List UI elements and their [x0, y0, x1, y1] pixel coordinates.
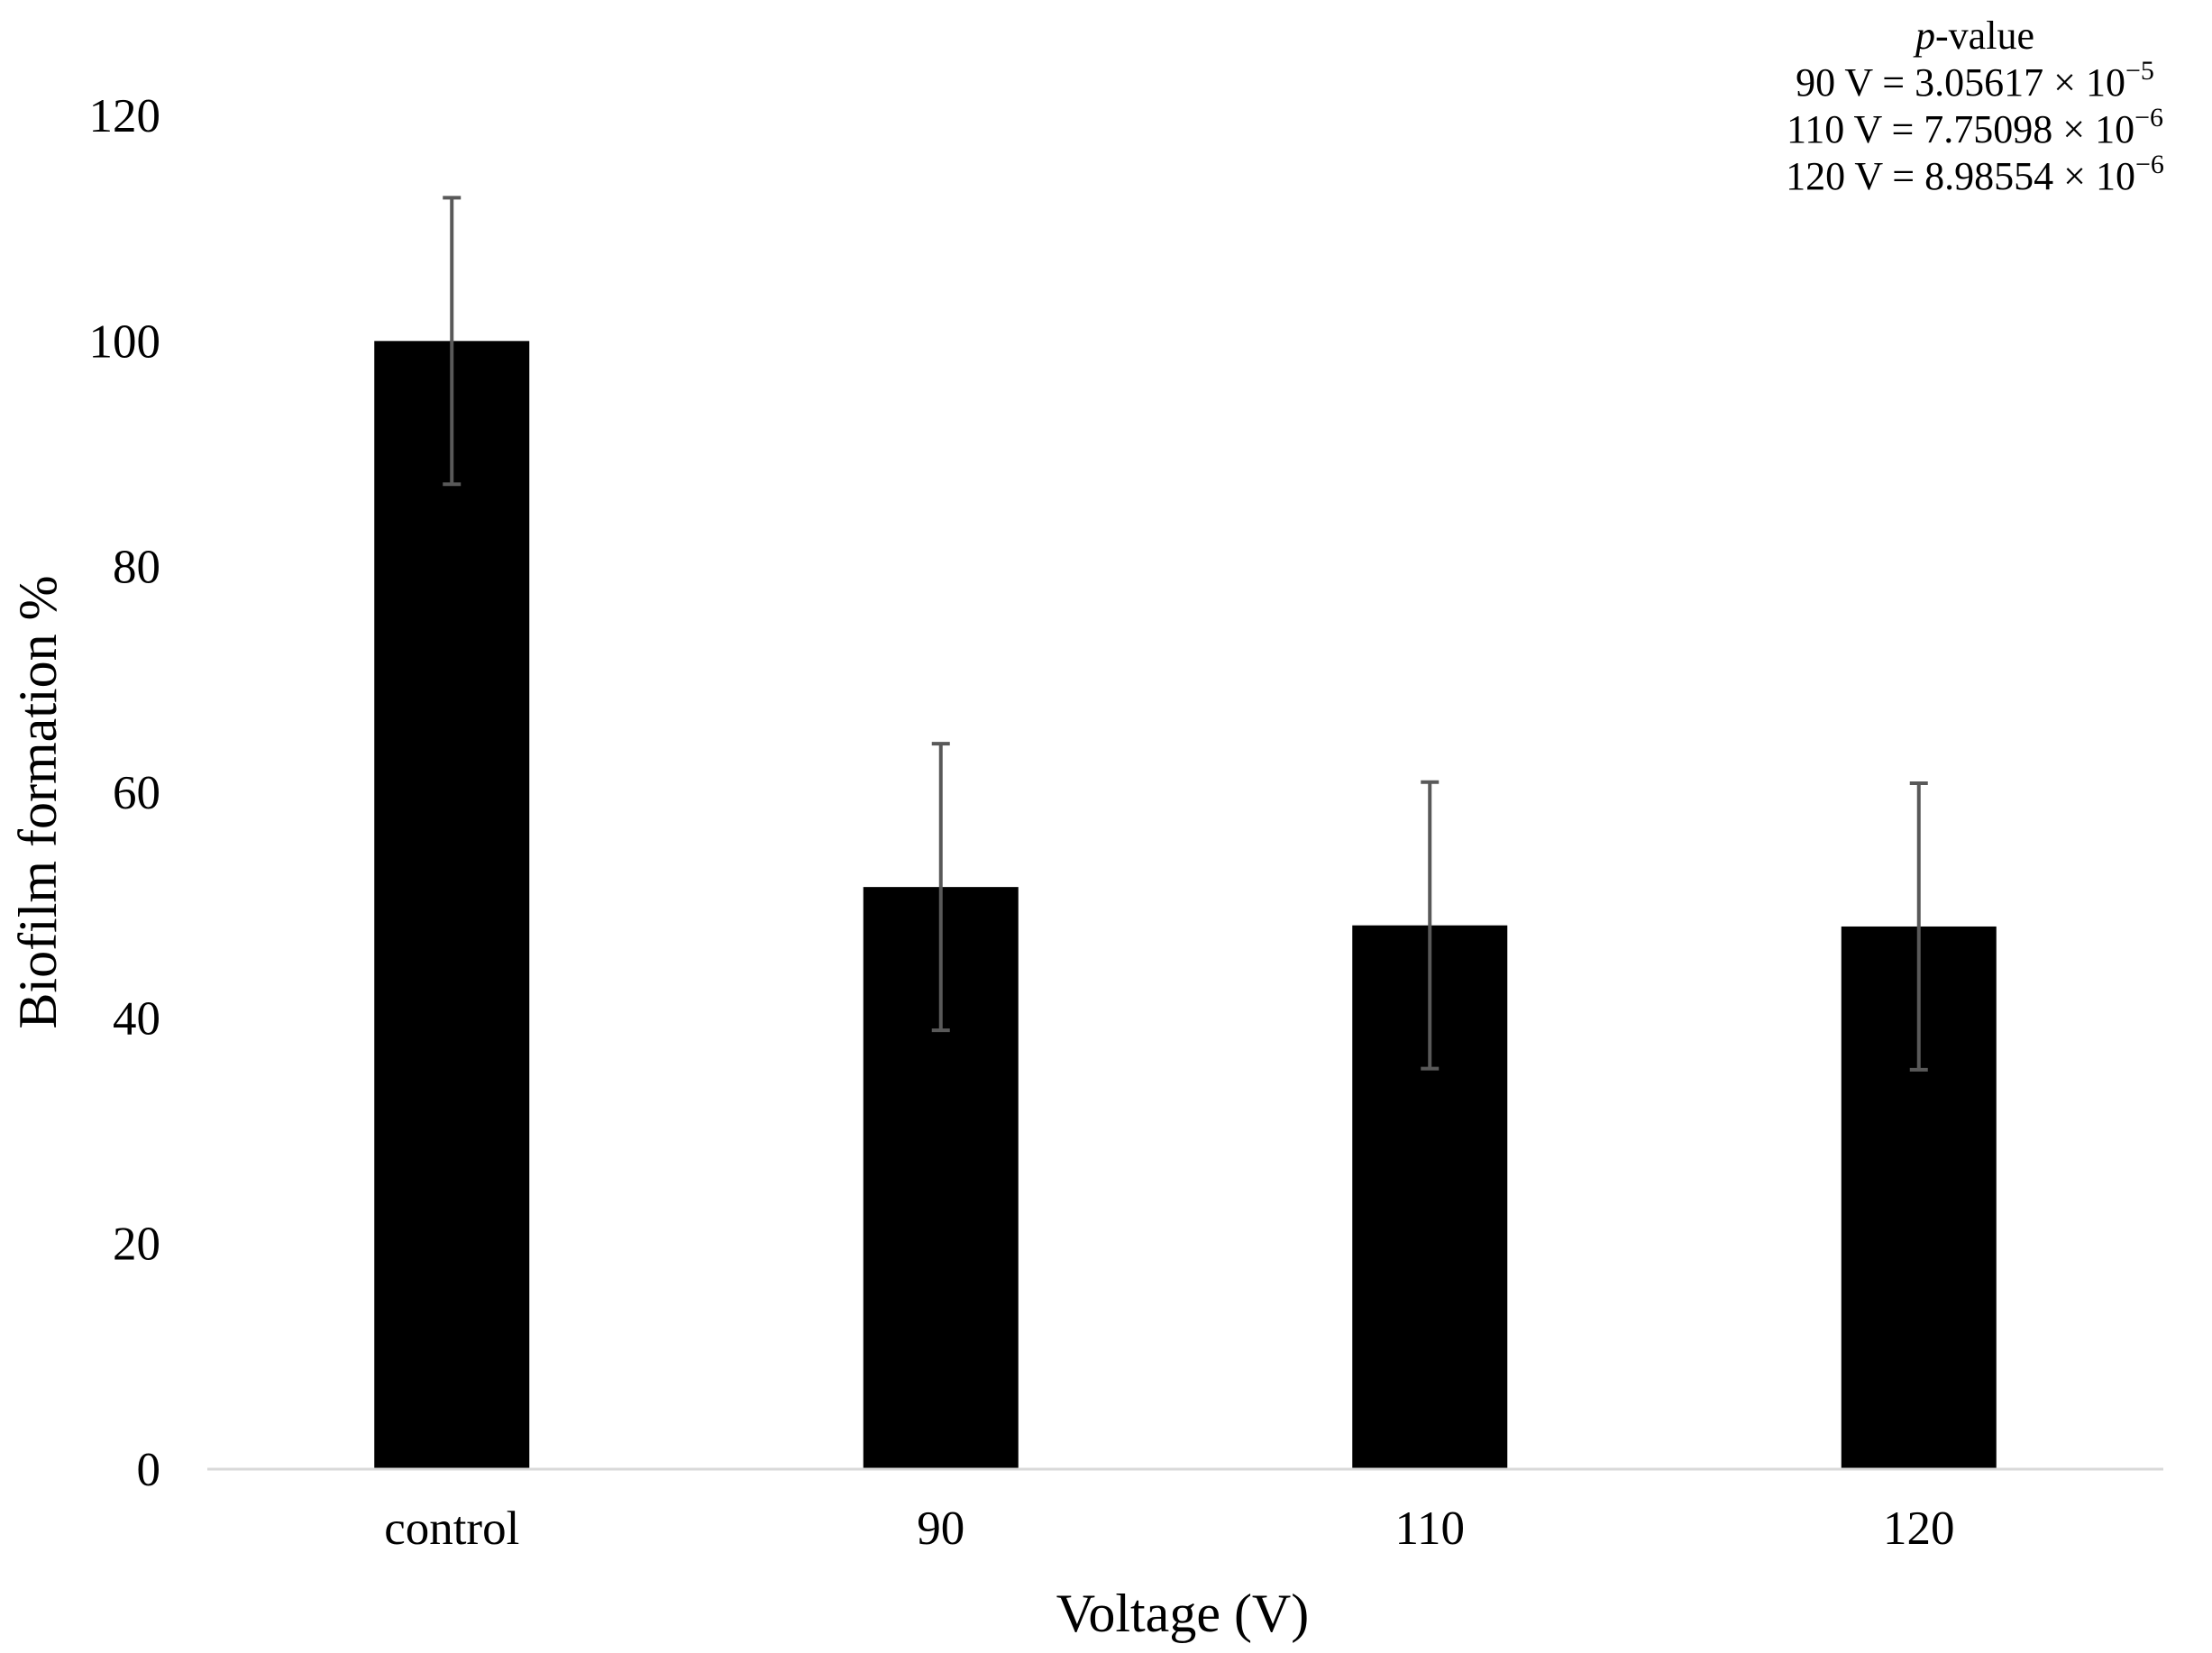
p-value-heading: p-value — [1913, 14, 2034, 58]
error-bars-group — [443, 196, 1928, 1072]
p-value-line-text: 110 V = 7.75098 × 10 — [1787, 107, 2134, 151]
x-tick-label-110: 110 — [1394, 1502, 1465, 1555]
p-value-exponent: −6 — [2134, 103, 2163, 132]
p-value-line: 120 V = 8.98554 × 10−6 — [1786, 150, 2164, 198]
x-tick-label-120: 120 — [1883, 1502, 1955, 1555]
p-value-line-text: 90 V = 3.05617 × 10 — [1796, 60, 2125, 105]
y-tick-label: 40 — [113, 992, 160, 1045]
p-value-exponent: −6 — [2135, 150, 2164, 179]
p-value-line-text: 120 V = 8.98554 × 10 — [1786, 154, 2135, 198]
x-tick-label-control: control — [384, 1502, 519, 1555]
y-tick-label: 80 — [113, 542, 160, 594]
p-value-line: 90 V = 3.05617 × 10−5 — [1796, 56, 2154, 105]
x-axis-ticks: control 90 110 120 — [384, 1502, 1954, 1555]
y-axis-ticks: 0 20 40 60 80 100 120 — [89, 90, 161, 1496]
y-tick-label: 20 — [113, 1219, 160, 1271]
x-axis-title: Voltage (V) — [1056, 1584, 1310, 1643]
p-value-line: 110 V = 7.75098 × 10−6 — [1787, 103, 2163, 151]
y-tick-label: 0 — [137, 1444, 161, 1496]
p-value-heading-italic: p — [1913, 14, 1935, 58]
bar-control — [374, 341, 530, 1469]
y-tick-label: 120 — [89, 90, 161, 142]
p-value-heading-rest: -value — [1935, 14, 2034, 58]
p-value-exponent: −5 — [2125, 56, 2154, 86]
x-tick-label-90: 90 — [917, 1502, 964, 1555]
y-axis-title: Biofilm formation % — [8, 575, 68, 1028]
bars-group — [374, 341, 1997, 1469]
y-tick-label: 100 — [89, 315, 161, 368]
y-tick-label: 60 — [113, 767, 160, 819]
